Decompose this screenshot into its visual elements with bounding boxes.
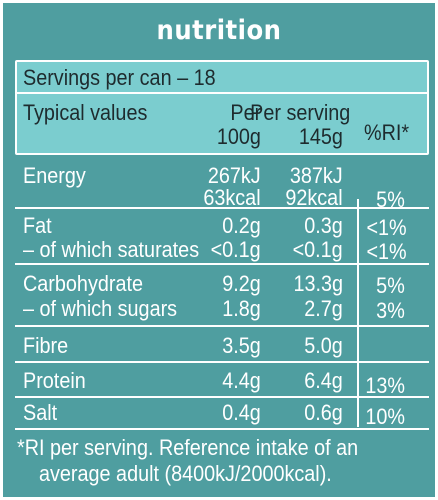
header-per100-line1: Per [230,100,261,125]
row-per100: 9.2g [222,271,261,296]
row-divider [15,361,429,363]
row-per100: 0.4g [222,400,261,425]
row-ri: 13% [365,373,405,398]
header-ri: %RI* [363,120,409,145]
nutrition-title: nutrition [156,15,282,46]
header-box [15,60,429,155]
row-perserving: 2.7g [304,296,343,321]
row-perserving: 5.0g [304,333,343,358]
ri-column-divider [357,199,359,427]
header-divider [15,92,429,94]
row-divider [15,207,429,209]
row-ri: <1% [366,215,407,240]
row-label: Salt [23,400,58,425]
row-per100: 4.4g [222,368,261,393]
header-per100-line2: 100g [216,124,261,149]
row-per100: 1.8g [222,296,261,321]
row-label: – of which saturates [23,237,200,262]
row-label: Fibre [23,333,69,358]
row-perserving: 387kJ [290,163,343,188]
row-ri: <1% [366,239,407,264]
header-perserving-line1: Per serving [249,100,350,125]
footer-divider [15,428,429,430]
row-perserving: 0.6g [304,400,343,425]
row-divider [15,263,429,265]
row-perserving: 0.3g [304,213,343,238]
row-divider [15,325,429,327]
row-label: – of which sugars [23,296,178,321]
row-perserving: 6.4g [304,368,343,393]
row-per100: 267kJ [208,163,261,188]
row-ri: 3% [376,298,405,323]
row-per100: <0.1g [210,237,261,262]
row-divider [15,396,429,398]
row-label: Protein [23,368,86,393]
row-per100: 0.2g [222,213,261,238]
row-ri: 10% [365,404,405,429]
row-ri: 5% [376,273,405,298]
row-label: Fat [23,213,52,238]
footnote-line1: *RI per serving. Reference intake of an [17,435,359,460]
servings-text: Servings per can – 18 [23,65,216,90]
header-typical: Typical values [23,100,148,125]
row-label: Carbohydrate [23,271,143,296]
row-perserving: 13.3g [293,271,343,296]
header-perserving-line2: 145g [298,124,343,149]
footnote-line2: average adult (8400kJ/2000kcal). [39,461,332,486]
row-ri: 5% [376,187,405,212]
row-perserving: <0.1g [292,237,343,262]
row-label: Energy [23,163,86,188]
row-per100: 63kcal [203,185,261,210]
row-per100: 3.5g [222,333,261,358]
row-perserving: 92kcal [285,185,343,210]
